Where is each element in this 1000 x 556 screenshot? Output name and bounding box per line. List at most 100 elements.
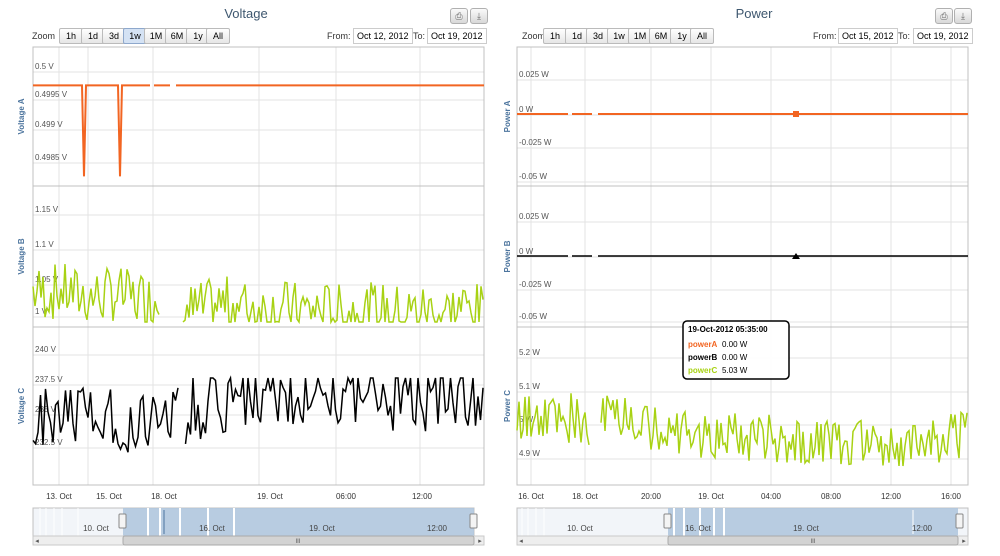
y-tick-label: 5.1 W bbox=[519, 382, 540, 391]
scroll-right-arrow-icon: ▸ bbox=[478, 537, 482, 545]
y-tick-label: 1 V bbox=[35, 307, 48, 316]
scrollbar-grip: III bbox=[810, 539, 815, 545]
y-tick-label: 0.499 V bbox=[35, 120, 63, 129]
tooltip-box bbox=[682, 320, 790, 380]
y-tick-label: -0.05 W bbox=[519, 172, 547, 181]
navigator-tick-label: 10. Oct bbox=[83, 524, 110, 533]
x-tick-label: 18. Oct bbox=[151, 492, 178, 501]
voltage-chart-svg: 0.5 V 0.4995 V 0.499 V 0.4985 V Voltage A 1.1… bbox=[17, 46, 485, 546]
scrollbar-grip: III bbox=[295, 539, 300, 545]
tooltip-series-name: powerA bbox=[688, 340, 718, 349]
y-tick-label: 5.2 W bbox=[519, 348, 540, 357]
tooltip-header: 19-Oct-2012 05:35:00 bbox=[688, 325, 768, 334]
navigator-handle-right bbox=[955, 513, 964, 529]
x-tick-label: 12:00 bbox=[412, 492, 433, 501]
y-axis-title: Power B bbox=[503, 240, 512, 272]
print-icon[interactable]: ⎙ bbox=[935, 8, 953, 24]
zoom-button-1w[interactable]: 1w bbox=[123, 28, 147, 44]
navigator-tick-label: 12:00 bbox=[427, 524, 448, 533]
x-tick-label: 20:00 bbox=[641, 492, 662, 501]
x-tick-label: 16:00 bbox=[941, 492, 962, 501]
zoom-button-6m[interactable]: 6M bbox=[649, 28, 673, 44]
from-label: From: bbox=[813, 31, 837, 41]
tooltip-series-value: 0.00 W bbox=[722, 340, 748, 349]
to-date-input[interactable]: Oct 19, 2012 bbox=[913, 28, 973, 44]
navigator-tick-label: 10. Oct bbox=[567, 524, 594, 533]
voltage-panel: Voltage ⎙ ⤓ Zoom 1h 1d 3d 1w 1M 6M 1y Al… bbox=[0, 0, 492, 556]
y-axis-title: Voltage C bbox=[17, 388, 26, 425]
navigator-handle-left bbox=[663, 513, 672, 529]
scroll-right-arrow-icon: ▸ bbox=[962, 537, 966, 545]
tooltip-series-name: powerB bbox=[688, 353, 718, 362]
zoom-button-3d[interactable]: 3d bbox=[586, 28, 610, 44]
navigator-tick-label: 19. Oct bbox=[309, 524, 336, 533]
scrollbar-thumb bbox=[667, 535, 959, 546]
chart-title: Power bbox=[735, 6, 773, 21]
from-date-input[interactable]: Oct 15, 2012 bbox=[838, 28, 898, 44]
y-tick-label: 0.4995 V bbox=[35, 90, 68, 99]
x-tick-label: 16. Oct bbox=[518, 492, 545, 501]
pane-border bbox=[32, 326, 485, 486]
navigator-handle-left bbox=[118, 513, 127, 529]
y-tick-label: 237.5 V bbox=[35, 375, 63, 384]
to-date-input[interactable]: Oct 19, 2012 bbox=[427, 28, 487, 44]
download-icon[interactable]: ⤓ bbox=[954, 8, 972, 24]
zoom-button-1d[interactable]: 1d bbox=[81, 28, 105, 44]
series-line-power-c bbox=[516, 393, 968, 467]
y-tick-label: 1.1 V bbox=[35, 240, 54, 249]
y-axis-title: Voltage A bbox=[17, 98, 26, 134]
navigator-tick-label: 19. Oct bbox=[793, 524, 820, 533]
hover-marker-power-b bbox=[792, 253, 800, 259]
y-axis-title: Voltage B bbox=[17, 238, 26, 275]
zoom-label: Zoom bbox=[522, 31, 546, 41]
hover-marker-power-a bbox=[793, 111, 799, 117]
y-tick-label: 1.15 V bbox=[35, 205, 59, 214]
y-tick-label: -0.05 W bbox=[519, 312, 547, 321]
x-tick-label: 19. Oct bbox=[257, 492, 284, 501]
to-label: To: bbox=[898, 31, 911, 41]
navigator-handle-right bbox=[469, 513, 478, 529]
y-tick-label: 0.4985 V bbox=[35, 153, 68, 162]
x-tick-label: 15. Oct bbox=[96, 492, 123, 501]
x-tick-label: 08:00 bbox=[821, 492, 842, 501]
chart-title: Voltage bbox=[224, 6, 268, 21]
y-tick-label: 232.5 V bbox=[35, 438, 63, 447]
zoom-button-all[interactable]: All bbox=[690, 28, 714, 44]
scroll-left-arrow-icon: ◂ bbox=[35, 537, 39, 545]
y-tick-label: 240 V bbox=[35, 345, 57, 354]
navigator-tick-label: 16. Oct bbox=[199, 524, 226, 533]
x-tick-label: 13. Oct bbox=[46, 492, 73, 501]
tooltip-series-name: powerC bbox=[688, 366, 718, 375]
y-tick-label: 0.5 V bbox=[35, 62, 54, 71]
series-line-voltage-a bbox=[33, 84, 484, 177]
power-panel: Power ⎙ ⤓ Zoom 1h 1d 3d 1w 1M 6M 1y All … bbox=[503, 0, 1000, 556]
x-tick-label: 18. Oct bbox=[572, 492, 599, 501]
print-icon[interactable]: ⎙ bbox=[450, 8, 468, 24]
y-tick-label: 0.025 W bbox=[519, 70, 549, 79]
y-tick-label: 0.025 W bbox=[519, 212, 549, 221]
scrollbar-thumb bbox=[122, 535, 475, 546]
navigator-tick-label: 16. Oct bbox=[685, 524, 712, 533]
download-icon[interactable]: ⤓ bbox=[470, 8, 488, 24]
navigator-selection bbox=[123, 508, 474, 536]
x-tick-label: 12:00 bbox=[881, 492, 902, 501]
y-tick-label: 235 V bbox=[35, 405, 57, 414]
scroll-left-arrow-icon: ◂ bbox=[519, 537, 523, 545]
y-axis-title: Power A bbox=[503, 100, 512, 132]
from-label: From: bbox=[327, 31, 351, 41]
to-label: To: bbox=[413, 31, 426, 41]
series-line-voltage-c bbox=[32, 375, 484, 453]
y-tick-label: 4.9 W bbox=[519, 449, 540, 458]
y-tick-label: 0 W bbox=[519, 247, 534, 256]
y-tick-label: -0.025 W bbox=[519, 138, 552, 147]
y-tick-label: 0 W bbox=[519, 105, 534, 114]
navigator-tick-label: 12:00 bbox=[912, 524, 933, 533]
zoom-label: Zoom bbox=[32, 31, 56, 41]
x-tick-label: 19. Oct bbox=[698, 492, 725, 501]
tooltip-series-value: 0.00 W bbox=[722, 353, 748, 362]
y-tick-label: -0.025 W bbox=[519, 280, 552, 289]
from-date-input[interactable]: Oct 12, 2012 bbox=[353, 28, 413, 44]
y-axis-title: Power C bbox=[503, 390, 512, 422]
zoom-button-1w[interactable]: 1w bbox=[607, 28, 631, 44]
zoom-button-all[interactable]: All bbox=[206, 28, 230, 44]
